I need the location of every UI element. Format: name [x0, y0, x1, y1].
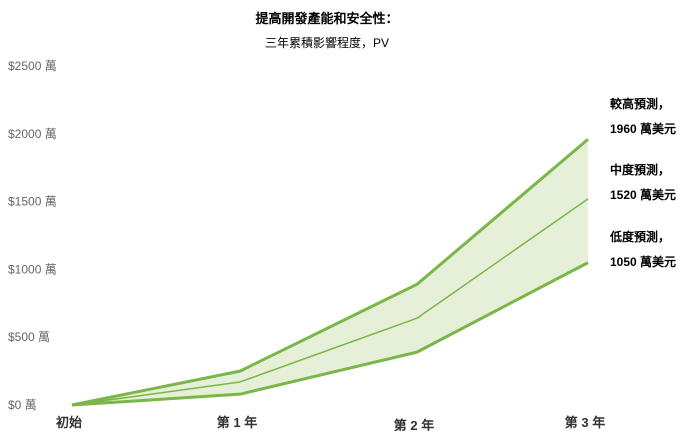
series-line-mid — [71, 198, 589, 406]
series-line-high — [71, 138, 589, 407]
band-area — [72, 139, 588, 405]
y-axis: $0 萬 $500 萬 $1000 萬 $1500 萬 $2000 萬 $2500 萬 — [8, 59, 57, 412]
annotation-label: 低度預測， — [609, 229, 670, 244]
y-tick-label: $2500 萬 — [8, 59, 57, 73]
x-tick-label: 第 3 年 — [565, 415, 605, 430]
chart-title: 提高開發產能和安全性： — [255, 11, 398, 26]
x-tick-label: 初始 — [56, 415, 82, 430]
annotation-value: 1050 萬美元 — [610, 254, 676, 269]
y-tick-label: $1000 萬 — [8, 262, 57, 276]
x-axis: 初始 第 1 年 第 2 年 第 3 年 — [56, 415, 605, 431]
series-lines — [71, 138, 589, 407]
annotation-label: 較高預測， — [610, 96, 670, 111]
forecast-range-band — [72, 139, 588, 405]
chart-subtitle: 三年累積影響程度，PV — [265, 35, 389, 50]
annotation-label: 中度預測， — [610, 162, 670, 177]
series-line-low — [71, 261, 589, 407]
y-tick-label: $2000 萬 — [8, 127, 57, 141]
annotation-value: 1520 萬美元 — [610, 187, 676, 202]
y-tick-label: $0 萬 — [8, 398, 37, 412]
y-tick-label: $1500 萬 — [8, 195, 57, 209]
annotation-value: 1960 萬美元 — [610, 121, 676, 136]
x-tick-label: 第 1 年 — [217, 415, 257, 430]
x-tick-label: 第 2 年 — [394, 418, 434, 431]
y-tick-label: $500 萬 — [8, 330, 50, 344]
